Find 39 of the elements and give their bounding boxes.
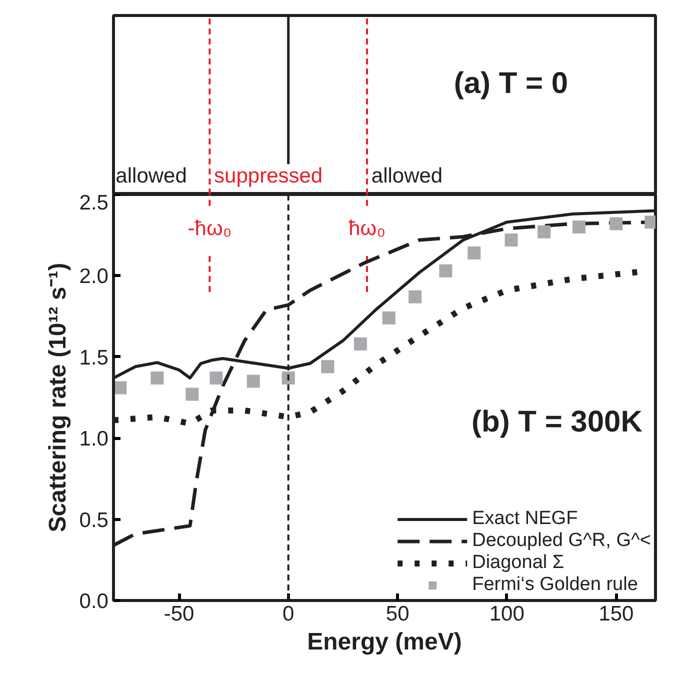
legend-label: Fermi‘s Golden rule — [472, 574, 638, 596]
point — [408, 290, 422, 304]
legend-label: Decoupled G^R, G^< — [472, 530, 651, 552]
x-tick-label: 0 — [282, 602, 294, 626]
point — [382, 311, 396, 324]
ref-line-label: -ħω₀ — [188, 217, 232, 240]
x-axis-title: Energy (meV) — [307, 628, 462, 656]
point — [439, 264, 452, 278]
x-tick-label: 150 — [598, 602, 634, 626]
text: allowed — [371, 164, 443, 188]
point — [210, 372, 223, 385]
y-axis-title: Scattering rate (10¹² s⁻¹) — [44, 262, 72, 532]
text: (a) T = 0 — [454, 67, 568, 100]
text: suppressed — [214, 164, 323, 188]
text: allowed — [116, 164, 187, 188]
point — [150, 372, 164, 385]
y-tick-label: 2.0 — [79, 265, 109, 288]
point — [186, 388, 199, 401]
legend-label: Diagonal Σ — [472, 552, 564, 574]
y-tick-label: 2.5 — [79, 192, 109, 214]
annotation: (b) T = 300K — [472, 405, 643, 438]
point — [610, 217, 623, 230]
ref-line-label: ħω₀ — [348, 217, 386, 240]
point — [246, 374, 260, 388]
legend-label: Exact NEGF — [472, 508, 578, 530]
point — [572, 220, 586, 234]
point — [282, 372, 295, 385]
point — [468, 246, 481, 260]
y-tick-label: 0.5 — [79, 508, 109, 532]
y-tick-label: 1.0 — [79, 428, 109, 451]
y-tick-label: 1.5 — [79, 346, 109, 370]
point — [354, 337, 367, 350]
point — [504, 233, 518, 246]
point — [321, 360, 334, 374]
x-tick-label: -50 — [164, 602, 194, 626]
x-tick-label: 100 — [489, 602, 524, 626]
x-tick-label: 50 — [386, 602, 410, 626]
y-tick-label: 0.0 — [79, 590, 109, 613]
point — [538, 225, 551, 238]
